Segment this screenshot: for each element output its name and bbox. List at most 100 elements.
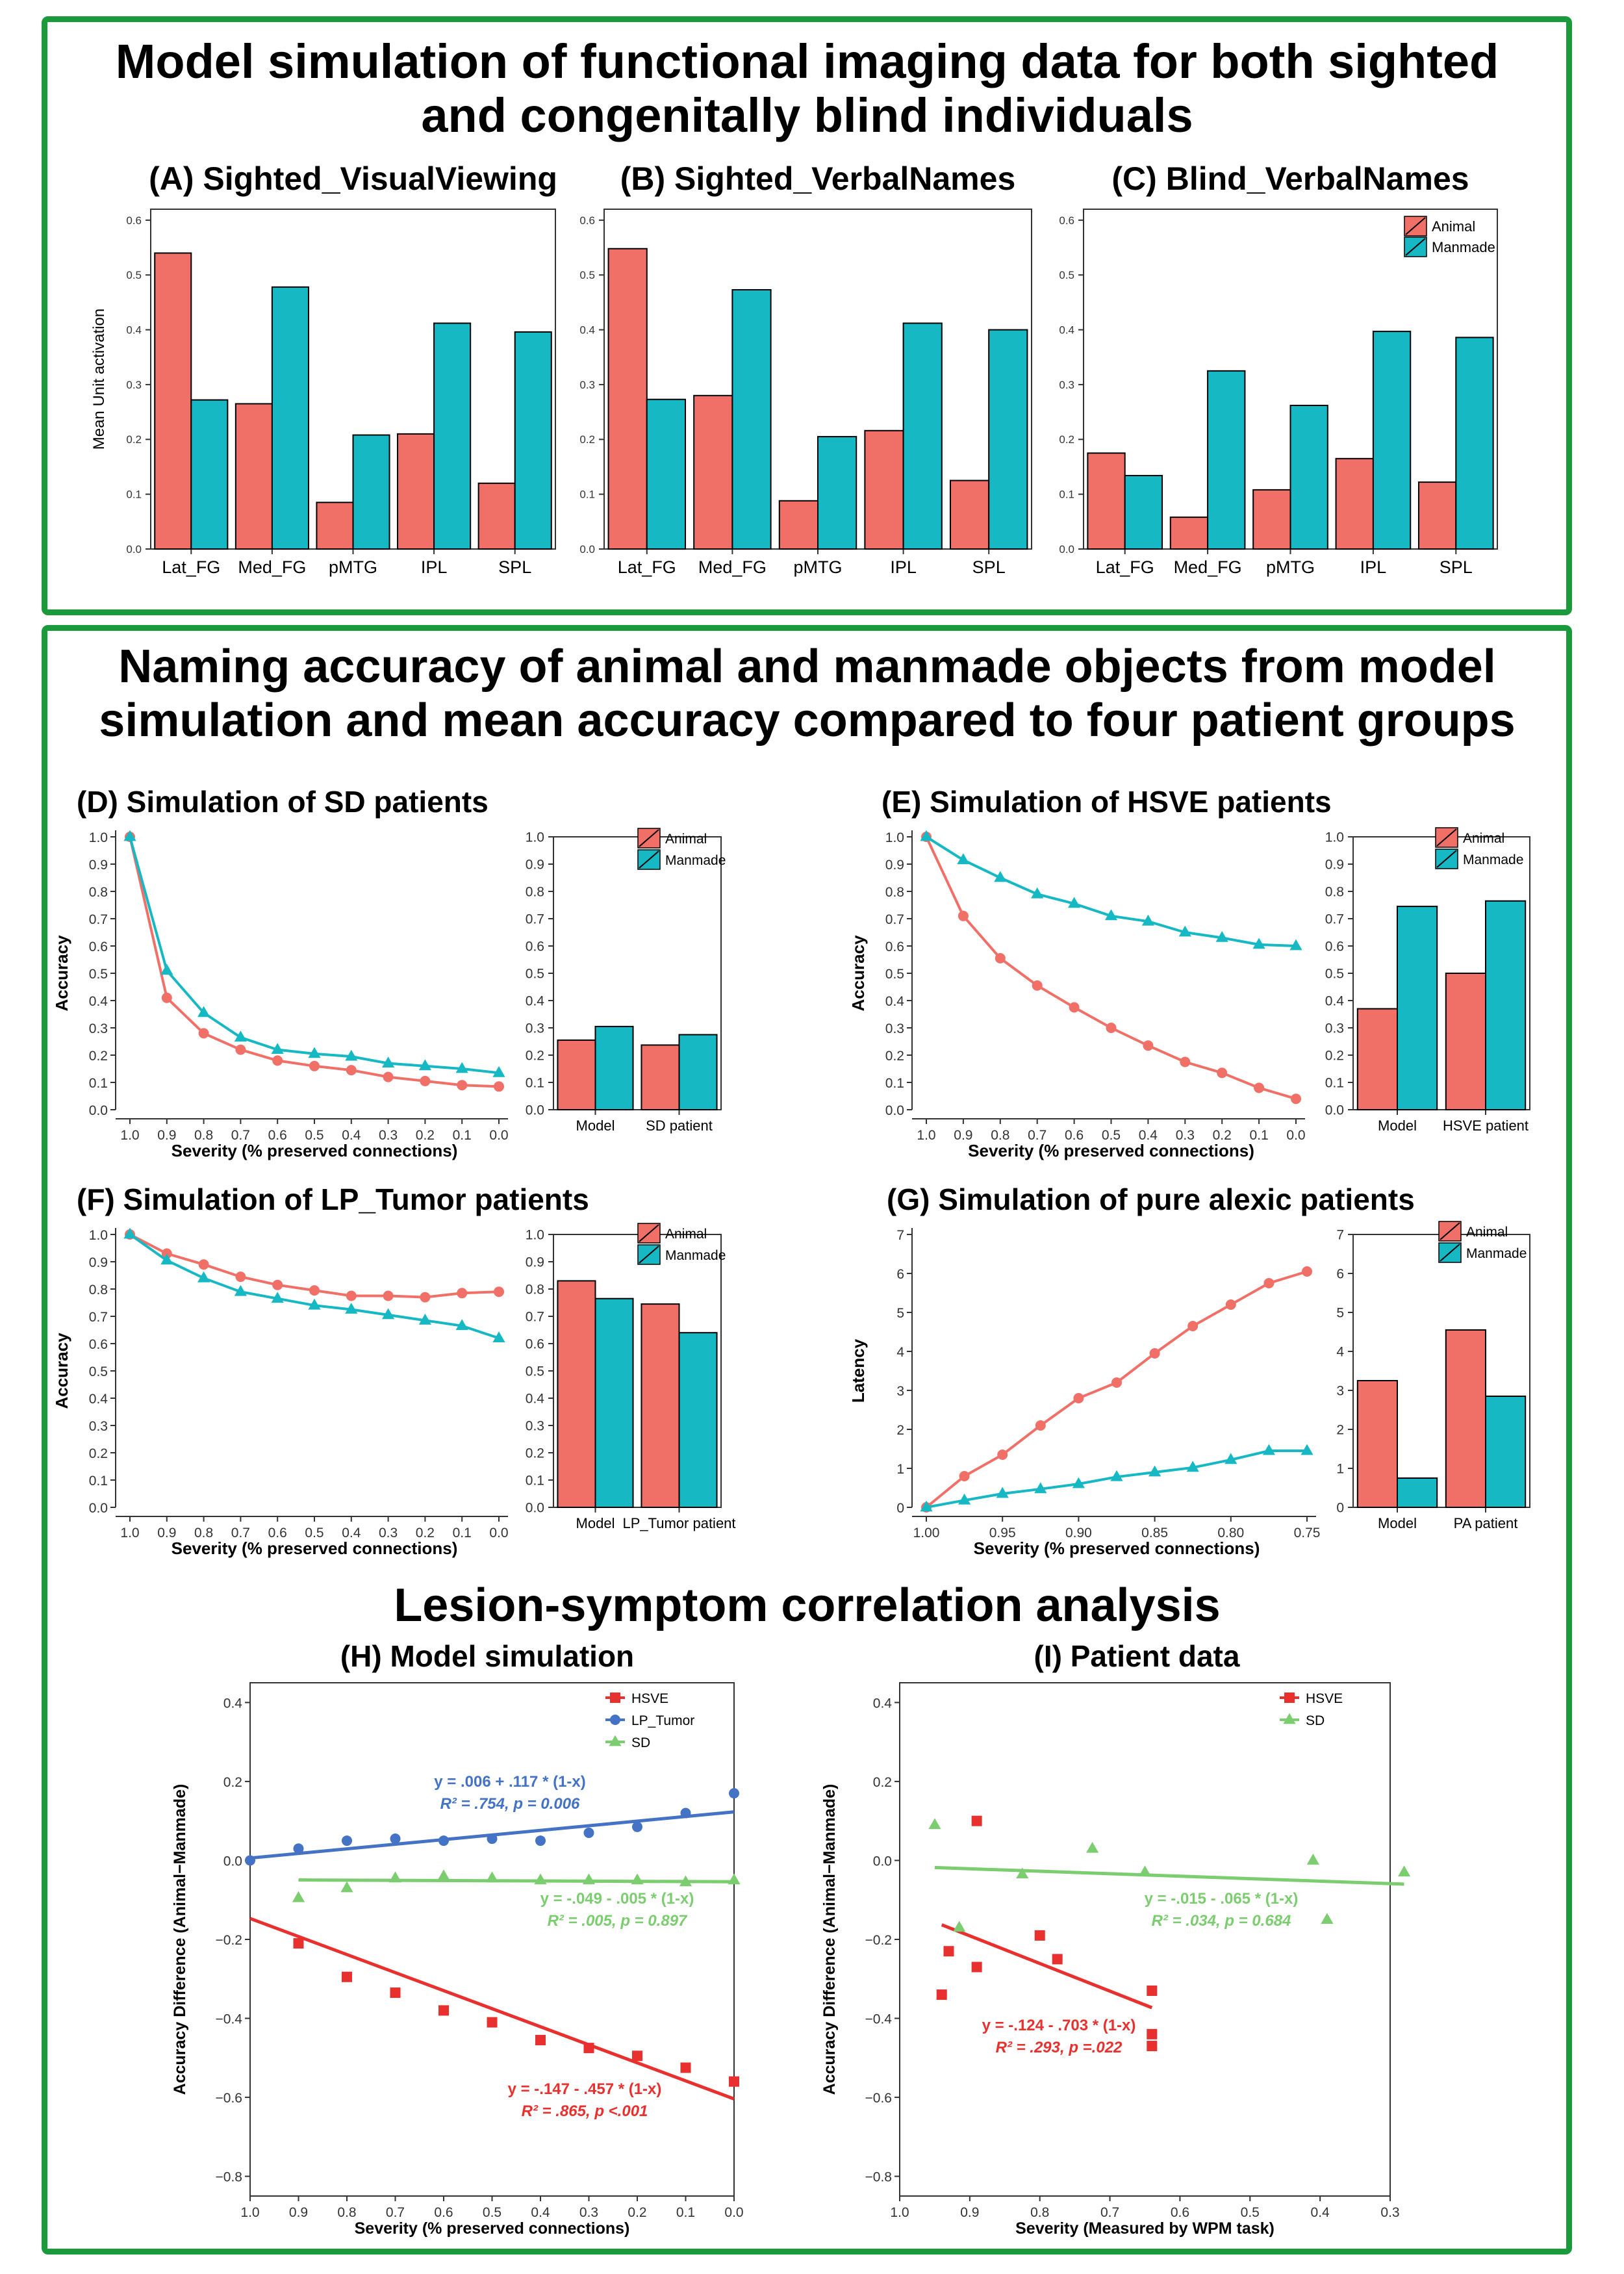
- y-tick-label-A: 0.4: [126, 324, 142, 337]
- y-tick-label-G: 6: [896, 1267, 904, 1282]
- x-tick-label-E: 1.0: [917, 1128, 935, 1143]
- y-tick-label-F-bar: 0.9: [526, 1255, 544, 1270]
- y-tick-label-D-bar: 0.7: [526, 912, 544, 926]
- x-category-label-C: Med_FG: [1174, 557, 1242, 577]
- panel-title-a: (A) Sighted_VisualViewing: [149, 160, 557, 197]
- x-tick-label-E: 0.2: [1213, 1128, 1232, 1143]
- bar-animal: [235, 403, 273, 550]
- bar-manmade: [988, 329, 1028, 550]
- x-tick-label-E: 0.4: [1139, 1128, 1158, 1143]
- bar-manmade: [1372, 331, 1412, 550]
- point-manmade: [418, 1059, 431, 1071]
- point-hsve: [680, 2062, 691, 2073]
- y-axis-label-D: Accuracy: [52, 935, 71, 1012]
- y-tick-label-E: 0.4: [885, 994, 905, 1009]
- point-manmade: [957, 853, 970, 865]
- x-tick-label-F: 0.9: [157, 1526, 176, 1540]
- y-tick-label-D-bar: 0.8: [526, 884, 544, 899]
- point-hsve: [535, 2034, 546, 2045]
- x-tick-label-H: 0.5: [483, 2205, 501, 2220]
- regression-line-hsve: [941, 1923, 1153, 2010]
- y-tick-label-E-bar: 0.0: [1325, 1103, 1344, 1118]
- y-tick-label-C: 0.2: [1059, 433, 1074, 446]
- point-manmade: [1300, 1444, 1313, 1455]
- point-animal: [1291, 1093, 1301, 1105]
- y-tick-label-D: 1.0: [89, 830, 108, 845]
- y-tick-label-F-bar: 0.2: [526, 1446, 544, 1461]
- bar-animal: [1087, 452, 1126, 550]
- point-animal: [995, 952, 1006, 964]
- point-manmade: [234, 1284, 247, 1296]
- fit-equation-lp_tumor: y = .006 + .117 * (1-x): [434, 1773, 586, 1791]
- panel-title-b: (B) Sighted_VerbalNames: [620, 160, 1016, 197]
- y-tick-label-F: 0.0: [89, 1501, 108, 1516]
- plot-panel-I: [899, 1682, 1391, 2197]
- point-hsve: [971, 1815, 982, 1826]
- y-tick-label-G-bar: 7: [1336, 1227, 1344, 1242]
- panel-title-d: (D) Simulation of SD patients: [77, 785, 488, 819]
- x-tick-label-H: 0.2: [628, 2205, 646, 2220]
- y-tick-label-E: 0.6: [885, 939, 904, 954]
- legend-marker-sd: [1283, 1713, 1296, 1724]
- x-tick-label-E: 0.6: [1065, 1128, 1084, 1143]
- point-sd: [582, 1873, 596, 1885]
- y-tick-label-I: 0.0: [873, 1854, 892, 1869]
- point-animal: [235, 1044, 246, 1055]
- point-animal: [1263, 1278, 1275, 1288]
- x-tick-label-D: 0.6: [268, 1128, 287, 1143]
- point-animal: [1180, 1056, 1191, 1067]
- y-tick-label-F-bar: 1.0: [526, 1227, 544, 1242]
- point-lp_tumor: [487, 1833, 498, 1845]
- legend-marker-hsve: [610, 1693, 620, 1703]
- bar-animal: [949, 479, 990, 550]
- y-tick-label-C: 0.0: [1059, 543, 1074, 556]
- y-tick-label-D: 0.5: [89, 967, 108, 982]
- point-lp_tumor: [583, 1827, 594, 1838]
- point-manmade: [345, 1049, 358, 1061]
- y-tick-label-F-bar: 0.0: [526, 1500, 544, 1515]
- y-tick-label-B: 0.3: [579, 379, 595, 391]
- point-sd: [1138, 1865, 1152, 1877]
- point-animal: [1069, 1002, 1080, 1013]
- x-tick-label-H: 0.4: [531, 2205, 550, 2220]
- x-tick-label-I: 0.7: [1100, 2205, 1119, 2220]
- x-tick-label-D: 0.7: [231, 1128, 250, 1143]
- x-tick-label-F: 0.5: [305, 1526, 324, 1540]
- point-animal: [1032, 980, 1043, 991]
- legend-label-manmade: Manmade: [665, 1248, 726, 1263]
- x-tick-label-I: 0.8: [1030, 2205, 1049, 2220]
- top-section-frame: [42, 16, 1572, 615]
- y-tick-label-D-bar: 0.9: [526, 857, 544, 872]
- y-axis-label-A: Mean Unit activation: [90, 309, 108, 450]
- x-axis-label-G: Severity (% preserved connections): [974, 1539, 1260, 1558]
- point-animal: [1143, 1040, 1154, 1051]
- y-tick-label-F-bar: 0.3: [526, 1418, 544, 1433]
- point-animal: [959, 1471, 970, 1481]
- point-manmade: [1148, 1465, 1161, 1477]
- point-manmade: [382, 1308, 395, 1320]
- x-category-label-B: Med_FG: [698, 557, 767, 577]
- legend-key-slash: [639, 829, 659, 847]
- point-manmade: [1072, 1477, 1085, 1488]
- y-tick-label-E-bar: 0.7: [1325, 912, 1344, 926]
- y-tick-label-I: 0.2: [873, 1775, 892, 1790]
- point-lp_tumor: [535, 1835, 546, 1846]
- x-tick-label-D: 0.1: [453, 1128, 472, 1143]
- y-tick-label-F: 0.3: [89, 1419, 108, 1434]
- x-tick-label-D: 0.9: [157, 1128, 176, 1143]
- y-tick-label-E-bar: 0.8: [1325, 884, 1344, 899]
- bar-manmade: [678, 1034, 718, 1110]
- legend-label-sd: SD: [1306, 1713, 1325, 1728]
- legend-label-animal: Animal: [1432, 218, 1475, 235]
- x-tick-label-E: 0.8: [991, 1128, 1009, 1143]
- y-tick-label-D: 0.1: [89, 1076, 108, 1091]
- y-tick-label-D: 0.2: [89, 1049, 108, 1064]
- point-manmade: [920, 1500, 933, 1512]
- y-tick-label-D: 0.6: [89, 939, 108, 954]
- y-tick-label-E: 0.7: [885, 912, 904, 927]
- bar-animal: [1445, 973, 1487, 1110]
- y-tick-label-G: 2: [896, 1423, 904, 1438]
- x-tick-label-I: 0.4: [1311, 2205, 1330, 2220]
- point-manmade: [1031, 887, 1044, 899]
- point-sd: [679, 1875, 692, 1887]
